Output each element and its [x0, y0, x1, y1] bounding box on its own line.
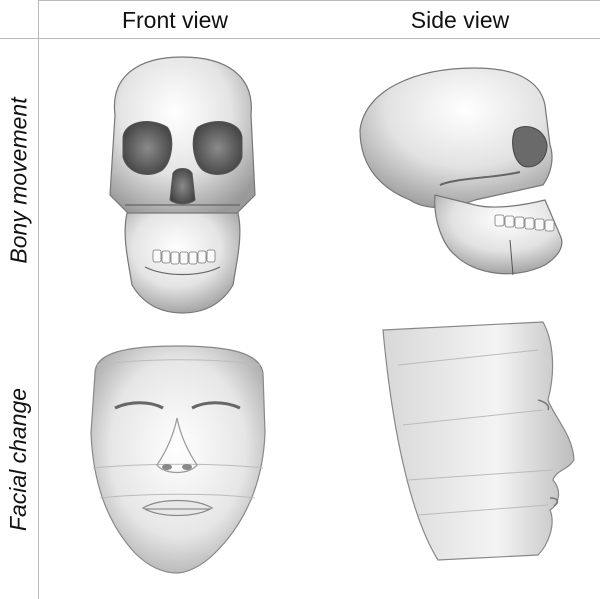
- row-header-bony-movement-label: Bony movement: [5, 96, 32, 264]
- column-header-side-view: Side view: [410, 7, 510, 33]
- face-front-image: [85, 343, 270, 576]
- face-side-image: [378, 320, 578, 565]
- header-column-divider: [38, 0, 39, 599]
- skull-side-image: [355, 60, 580, 290]
- header-row-divider: [0, 38, 600, 39]
- column-header-front-view: Front view: [121, 7, 229, 33]
- top-border: [38, 0, 600, 1]
- row-header-bony-movement: Bony movement: [0, 40, 38, 320]
- row-header-facial-change-label: Facial change: [5, 387, 32, 532]
- skull-front-image: [95, 45, 270, 320]
- row-header-facial-change: Facial change: [0, 320, 38, 599]
